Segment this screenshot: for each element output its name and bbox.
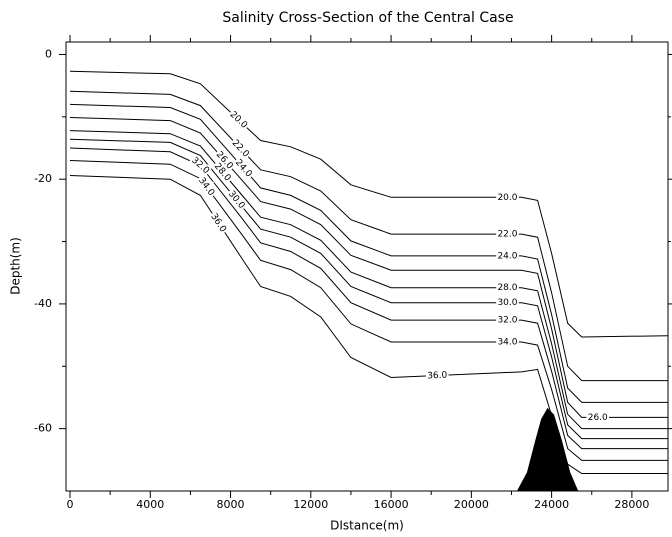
contour-line [69, 160, 668, 461]
y-tick-label: 0 [45, 47, 52, 60]
x-tick-label: 28000 [614, 498, 649, 511]
contour-label: 32.0 [189, 156, 211, 177]
contour-label: 26.0 [588, 413, 608, 423]
contour-label: 36.0 [208, 212, 228, 234]
plot-frame [65, 41, 669, 492]
contour-label: 28.0 [497, 283, 517, 293]
contour-label: 34.0 [497, 337, 517, 347]
contour-line [69, 147, 668, 450]
y-tick-label: -40 [34, 297, 52, 310]
contour-label: 30.0 [497, 298, 517, 308]
x-tick-label: 20000 [454, 498, 489, 511]
contour-label: 20.0 [227, 110, 249, 131]
contour-label: 22.0 [497, 230, 517, 240]
x-tick-label: 0 [67, 498, 74, 511]
x-tick-label: 8000 [217, 498, 245, 511]
y-tick-label: -60 [34, 422, 52, 435]
contour-label: 32.0 [497, 316, 517, 326]
y-tick-label: -20 [34, 172, 52, 185]
x-axis-label: DIstance(m) [330, 519, 404, 533]
contour-line [69, 70, 669, 338]
x-tick-label: 24000 [534, 498, 569, 511]
x-tick-label: 12000 [293, 498, 328, 511]
contour-line [69, 90, 668, 382]
contour-line [69, 130, 668, 430]
contour-label: 24.0 [497, 251, 517, 261]
contour-label: 20.0 [497, 193, 517, 203]
contour-label: 36.0 [427, 371, 448, 382]
x-tick-label: 4000 [136, 498, 164, 511]
y-axis-label: Depth(m) [9, 237, 23, 295]
contour-line [69, 175, 668, 474]
contour-line [69, 117, 668, 418]
x-tick-label: 16000 [374, 498, 409, 511]
contour-line [69, 138, 668, 440]
topography [516, 407, 579, 492]
contour-line [69, 103, 668, 403]
chart-title: Salinity Cross-Section of the Central Ca… [222, 10, 513, 26]
